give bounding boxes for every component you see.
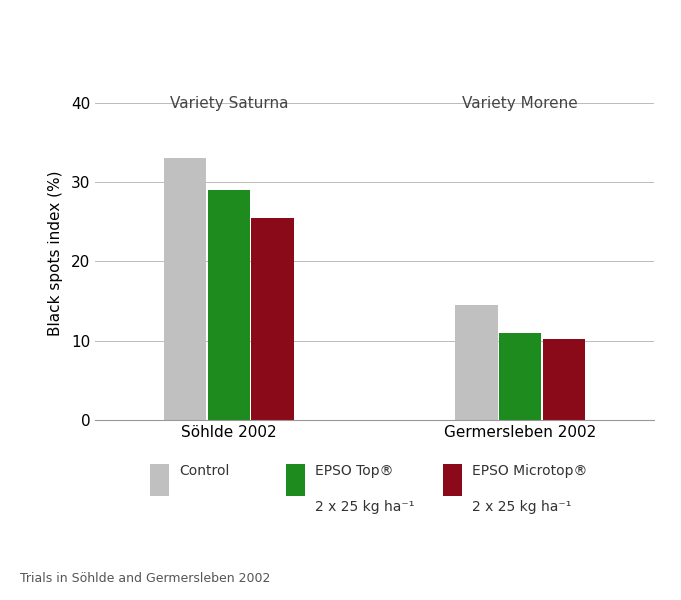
Bar bbox=[164, 158, 206, 420]
Text: EPSO Microtop®: EPSO Microtop® bbox=[472, 464, 587, 478]
FancyBboxPatch shape bbox=[150, 464, 169, 496]
Bar bbox=[208, 190, 250, 420]
Text: 2 x 25 kg ha⁻¹: 2 x 25 kg ha⁻¹ bbox=[315, 500, 415, 514]
Text: Control: Control bbox=[179, 464, 229, 478]
FancyBboxPatch shape bbox=[443, 464, 462, 496]
Text: Trials in Söhlde and Germersleben 2002: Trials in Söhlde and Germersleben 2002 bbox=[20, 572, 271, 585]
Text: Variety Morene: Variety Morene bbox=[462, 96, 578, 111]
Text: Variety Saturna: Variety Saturna bbox=[170, 96, 288, 111]
Bar bbox=[251, 218, 294, 420]
FancyBboxPatch shape bbox=[286, 464, 305, 496]
Text: Effect of foliar application on black spot incidence in potato: Effect of foliar application on black sp… bbox=[20, 27, 654, 46]
Bar bbox=[456, 305, 498, 420]
Text: EPSO Top®: EPSO Top® bbox=[315, 464, 394, 478]
Bar bbox=[543, 339, 585, 420]
Y-axis label: Black spots index (%): Black spots index (%) bbox=[48, 171, 63, 336]
Text: 2 x 25 kg ha⁻¹: 2 x 25 kg ha⁻¹ bbox=[472, 500, 571, 514]
Bar bbox=[499, 333, 541, 420]
